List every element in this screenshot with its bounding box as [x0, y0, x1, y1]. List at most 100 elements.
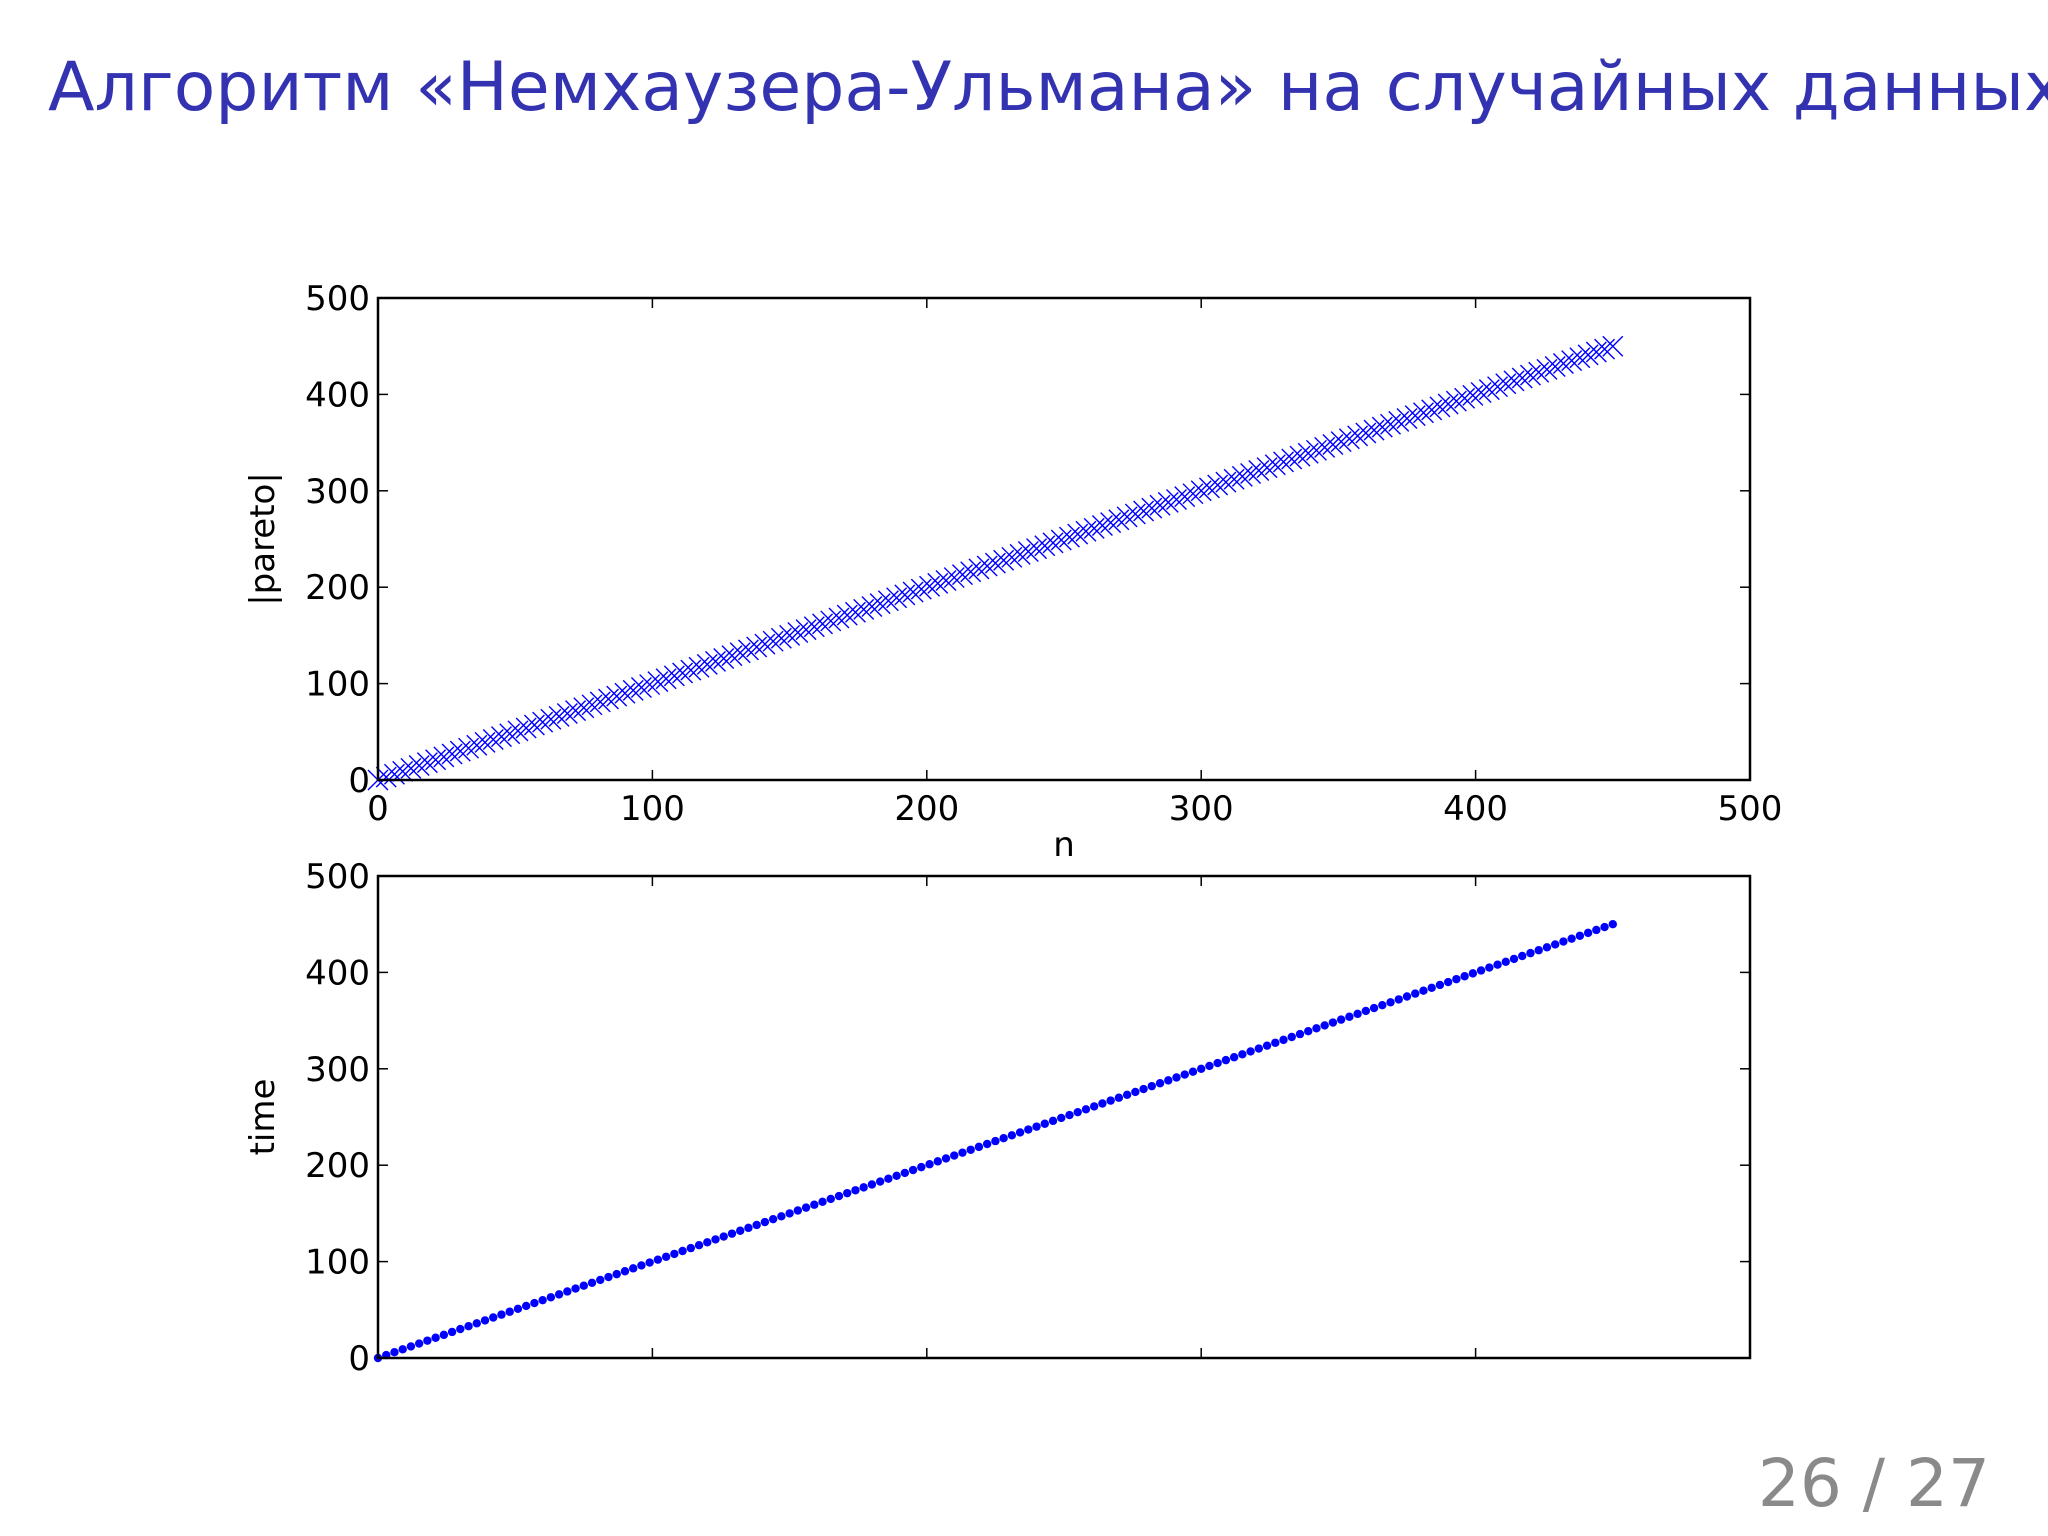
data-point-marker	[779, 624, 801, 646]
y-tick-label: 100	[305, 1243, 370, 1283]
data-point-marker	[398, 1345, 407, 1354]
y-tick-label: 400	[305, 953, 370, 993]
data-point-marker	[406, 1342, 416, 1351]
x-tick-label: 200	[894, 789, 959, 829]
data-point-marker	[433, 746, 455, 768]
data-point-marker	[935, 569, 957, 591]
data-point-marker	[1470, 381, 1492, 403]
data-point-marker	[1460, 972, 1469, 981]
data-point-marker	[1534, 946, 1543, 955]
x-tick-label: 500	[1718, 789, 1783, 829]
data-point-marker	[1427, 983, 1436, 993]
data-point-marker	[754, 633, 776, 655]
data-point-marker	[1363, 419, 1385, 441]
data-point-marker	[836, 604, 858, 626]
figure: 0 100 200 300 400 500 0 100 200 300 400 500 n |pareto…	[230, 270, 1810, 1390]
data-point-marker	[1155, 1079, 1165, 1088]
data-point-marker	[1089, 1102, 1099, 1111]
data-point-marker	[1519, 364, 1541, 386]
y-tick-label: 0	[348, 1339, 370, 1379]
data-point-marker	[1468, 969, 1478, 978]
data-point-marker	[596, 1275, 605, 1285]
y-tick-label: 0	[348, 761, 370, 801]
data-point-marker	[1338, 428, 1360, 450]
data-point-marker	[826, 1194, 835, 1204]
data-point-marker	[1552, 353, 1574, 375]
data-point-marker	[861, 595, 883, 617]
data-point-marker	[1569, 347, 1591, 369]
data-point-marker	[950, 1151, 959, 1160]
data-point-marker	[1526, 948, 1535, 958]
data-point-marker	[869, 593, 891, 615]
data-point-marker	[532, 711, 554, 733]
chart-pareto: 0 100 200 300 400 500 0 100 200 300 400 500 n |pareto…	[243, 279, 1782, 865]
data-point-marker	[408, 755, 430, 777]
data-point-marker	[1248, 460, 1270, 482]
data-point-marker	[1421, 399, 1443, 421]
data-point-marker	[1501, 957, 1510, 966]
data-point-marker	[686, 1243, 696, 1253]
data-point-marker	[1462, 384, 1484, 406]
data-point-marker	[843, 1188, 852, 1198]
data-point-marker	[1536, 358, 1558, 380]
data-point-marker	[499, 723, 521, 745]
data-point-marker	[1304, 1027, 1313, 1036]
data-point-marker	[653, 1255, 663, 1264]
data-point-marker	[523, 714, 545, 736]
y-tick-label: 200	[305, 568, 370, 608]
data-point-marker	[834, 1191, 844, 1201]
data-point-marker	[1594, 338, 1616, 360]
data-point-marker	[812, 613, 834, 635]
data-point-marker	[892, 1171, 901, 1181]
data-point-marker	[1040, 1119, 1049, 1128]
data-point-marker	[719, 1232, 728, 1241]
data-point-marker	[1528, 361, 1550, 383]
data-point-marker	[1437, 393, 1459, 415]
data-point-marker	[678, 1246, 687, 1256]
data-point-marker	[1231, 465, 1253, 487]
data-point-marker	[982, 1139, 992, 1149]
data-point-marker	[1281, 448, 1303, 470]
data-point-marker	[581, 694, 603, 716]
data-points	[367, 335, 1624, 791]
data-point-marker	[1435, 980, 1445, 990]
data-point-marker	[1114, 1093, 1124, 1102]
data-point-marker	[908, 1165, 918, 1175]
data-point-marker	[375, 766, 397, 788]
data-point-marker	[458, 737, 480, 759]
data-point-marker	[1147, 1081, 1157, 1091]
data-point-marker	[1503, 370, 1525, 392]
data-point-marker	[614, 682, 636, 704]
data-point-marker	[1411, 989, 1420, 998]
data-point-marker	[818, 1197, 827, 1207]
data-point-marker	[919, 575, 941, 597]
data-point-marker	[1353, 1009, 1362, 1019]
data-point-marker	[1487, 376, 1509, 398]
data-point-marker	[1577, 344, 1599, 366]
data-point-marker	[910, 578, 932, 600]
data-point-marker	[1190, 480, 1212, 502]
data-point-marker	[777, 1212, 786, 1221]
data-point-marker	[1075, 520, 1097, 542]
data-point-marker	[768, 1214, 778, 1224]
y-tick-label: 500	[305, 857, 370, 897]
data-point-marker	[1024, 1125, 1033, 1134]
plot-frame	[376, 296, 1752, 782]
data-point-marker	[1289, 445, 1311, 467]
data-point-marker	[1198, 477, 1220, 499]
y-axis-label: |pareto|	[243, 472, 283, 606]
data-point-marker	[1493, 960, 1502, 969]
data-point-marker	[803, 616, 825, 638]
data-point-marker	[1429, 396, 1451, 418]
data-point-marker	[1081, 1105, 1091, 1114]
data-point-marker	[1139, 1084, 1148, 1094]
data-point-marker	[694, 1241, 704, 1250]
data-point-marker	[1017, 541, 1039, 563]
data-point-marker	[1396, 408, 1418, 429]
data-points	[373, 920, 1618, 1363]
plot-frame	[376, 874, 1752, 1360]
data-point-marker	[1238, 1050, 1247, 1059]
data-point-marker	[474, 731, 496, 753]
data-point-marker	[844, 601, 866, 623]
data-point-marker	[639, 674, 661, 696]
